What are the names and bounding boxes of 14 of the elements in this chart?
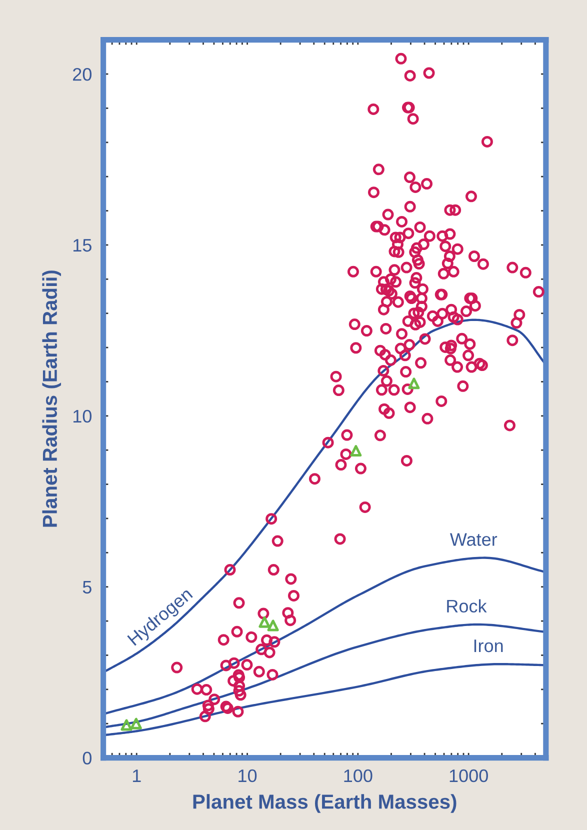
- y-tick-label: 5: [82, 580, 92, 594]
- series-label: Iron: [474, 640, 503, 652]
- series-label: Water: [450, 533, 498, 546]
- y-tick-label: 15: [73, 239, 92, 252]
- y-tick-label: 20: [73, 68, 92, 81]
- y-tick-label: 0: [82, 752, 92, 765]
- series-label: Rock: [447, 599, 487, 613]
- x-axis-title: Planet Mass (Earth Masses): [193, 794, 456, 813]
- x-tick-label: 1: [132, 770, 141, 782]
- x-tick-label: 100: [344, 769, 372, 782]
- x-tick-label: 10: [238, 769, 257, 782]
- y-axis-title: Planet Radius (Earth Radii): [42, 270, 62, 527]
- y-tick-label: 10: [73, 410, 92, 423]
- x-tick-label: 1000: [450, 769, 488, 782]
